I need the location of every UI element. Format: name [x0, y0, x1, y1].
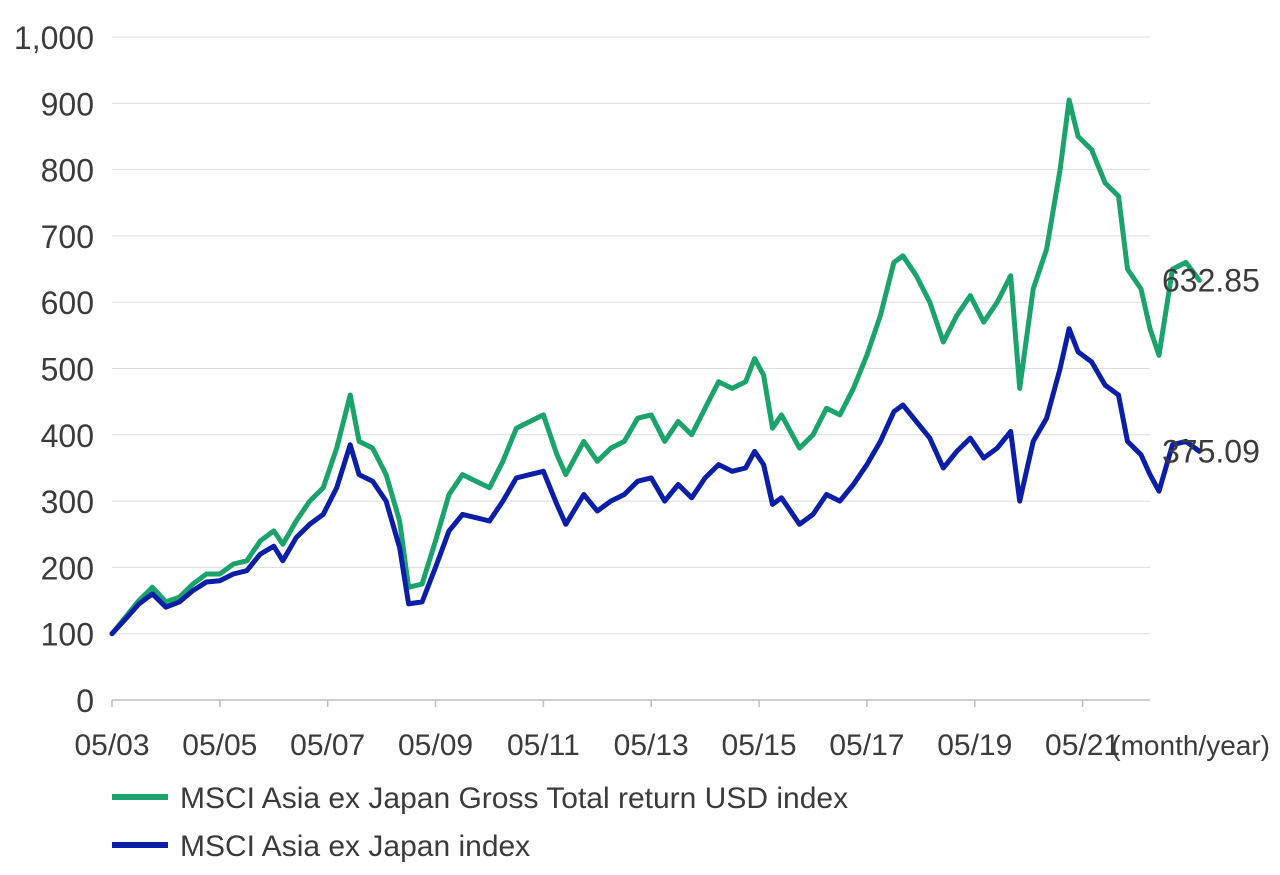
y-tick-label: 800 [41, 153, 94, 189]
y-tick-label: 0 [76, 683, 94, 719]
x-tick-label: 05/03 [74, 729, 149, 762]
y-tick-label: 100 [41, 617, 94, 653]
y-tick-label: 400 [41, 418, 94, 454]
x-tick-label: 05/05 [182, 729, 257, 762]
y-tick-label: 900 [41, 86, 94, 122]
y-tick-label: 700 [41, 219, 94, 255]
end-value-labels: 632.85 375.09 [1162, 262, 1260, 469]
x-tick-label: 05/21 [1045, 729, 1120, 762]
end-value-label-1: 632.85 [1162, 262, 1260, 298]
series-line-2 [112, 329, 1199, 634]
legend-label-2: MSCI Asia ex Japan index [180, 830, 530, 863]
series-line-1 [112, 100, 1199, 634]
x-tick-label: 05/13 [614, 729, 689, 762]
legend-label-1: MSCI Asia ex Japan Gross Total return US… [180, 782, 848, 815]
y-tick-label: 600 [41, 285, 94, 321]
axes: 0 100 200 300 400 500 600 700 800 900 1,000 05/03 05… [14, 20, 1270, 762]
legend: MSCI Asia ex Japan Gross Total return US… [112, 782, 848, 863]
y-tick-label: 1,000 [14, 20, 94, 56]
x-tick-label: 05/19 [937, 729, 1012, 762]
end-value-label-2: 375.09 [1162, 433, 1260, 469]
x-axis-label: (month/year) [1111, 730, 1270, 761]
x-tick-label: 05/09 [398, 729, 473, 762]
x-tick-label: 05/15 [722, 729, 797, 762]
series-lines [112, 100, 1199, 634]
y-tick-label: 500 [41, 352, 94, 388]
x-tick-label: 05/11 [507, 729, 580, 762]
x-tick-label: 05/17 [829, 729, 904, 762]
x-tick-label: 05/07 [290, 729, 365, 762]
y-tick-label: 200 [41, 550, 94, 586]
gridlines [112, 37, 1150, 634]
y-tick-label: 300 [41, 484, 94, 520]
